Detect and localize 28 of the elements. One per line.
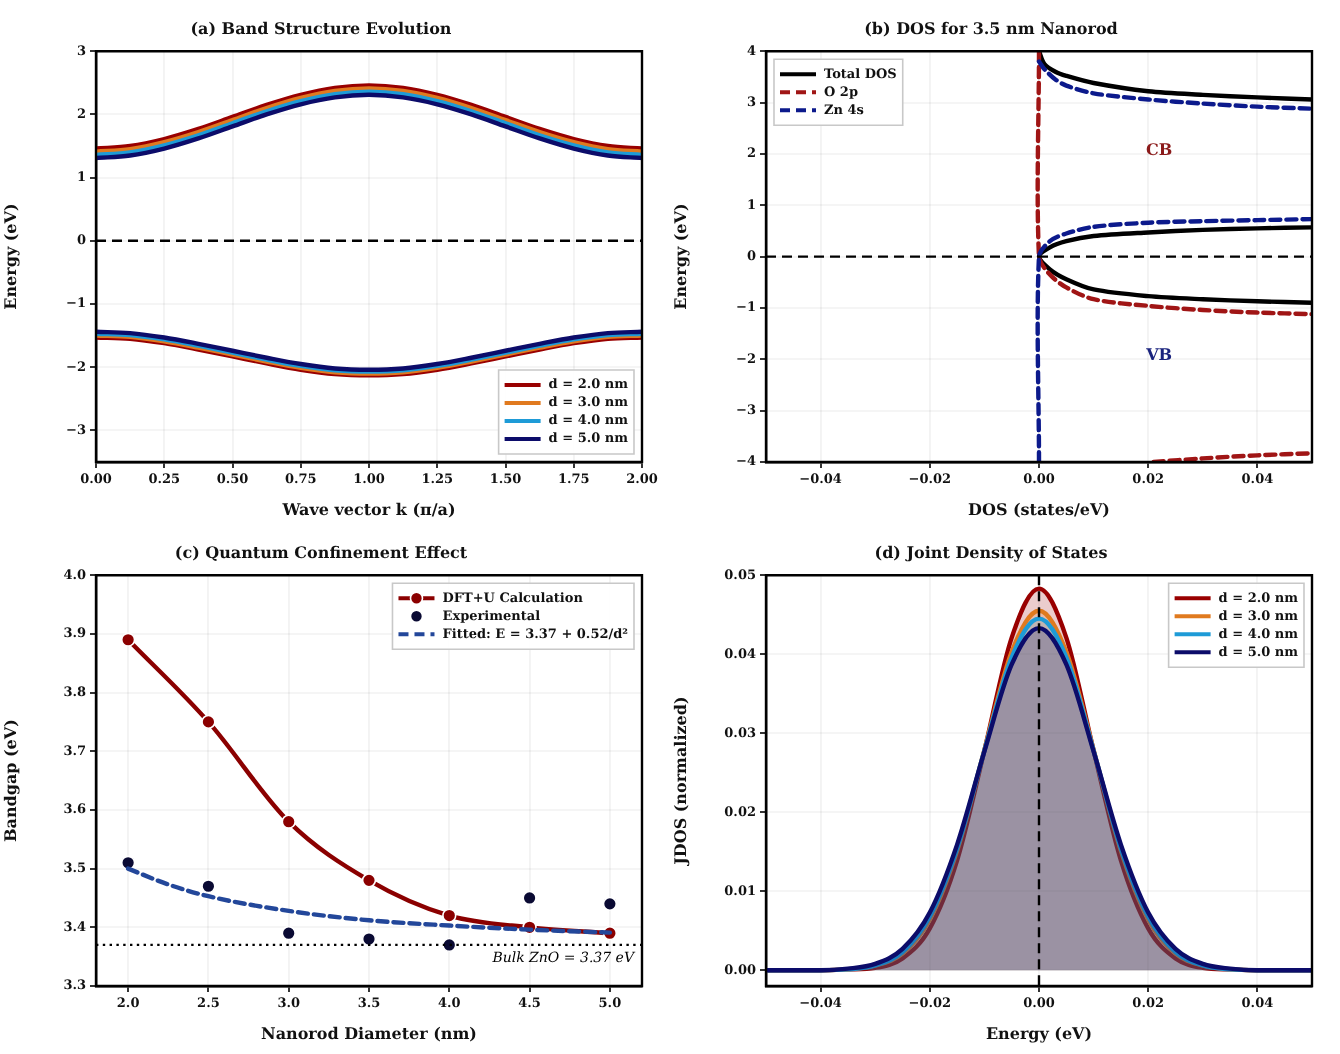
line-series [1035, 51, 1312, 317]
x-axis-title: Wave vector k (π/a) [280, 498, 456, 519]
y-axis-title: Bandgap (eV) [0, 718, 20, 842]
line-series [1036, 59, 1312, 111]
x-axis-title: DOS (states/eV) [968, 498, 1111, 519]
chart-title: (c) Quantum Confinement Effect [174, 541, 468, 562]
point [281, 814, 296, 829]
chart-title: (b) DOS for 3.5 nm Nanorod [864, 17, 1119, 38]
y-axis-title: Energy (eV) [0, 203, 20, 310]
annotation: CB [1145, 139, 1173, 160]
annotation: VB [1144, 344, 1173, 365]
chart-title: (a) Band Structure Evolution [190, 17, 452, 38]
point [602, 896, 618, 912]
x-axis-title: Nanorod Diameter (nm) [261, 1022, 478, 1043]
point [201, 879, 216, 894]
point [281, 925, 296, 941]
line-series [1035, 216, 1312, 462]
y-axis-title: JDOS (normalized) [669, 696, 690, 867]
point [120, 632, 136, 647]
point [201, 714, 216, 730]
point [361, 873, 377, 888]
x-axis-title: Energy (eV) [985, 1022, 1093, 1043]
y-axis-title: Energy (eV) [669, 203, 690, 310]
point [522, 890, 537, 906]
point [442, 908, 457, 923]
point [442, 937, 457, 953]
chart-title: (d) Joint Density of States [874, 541, 1109, 562]
point [361, 931, 377, 947]
